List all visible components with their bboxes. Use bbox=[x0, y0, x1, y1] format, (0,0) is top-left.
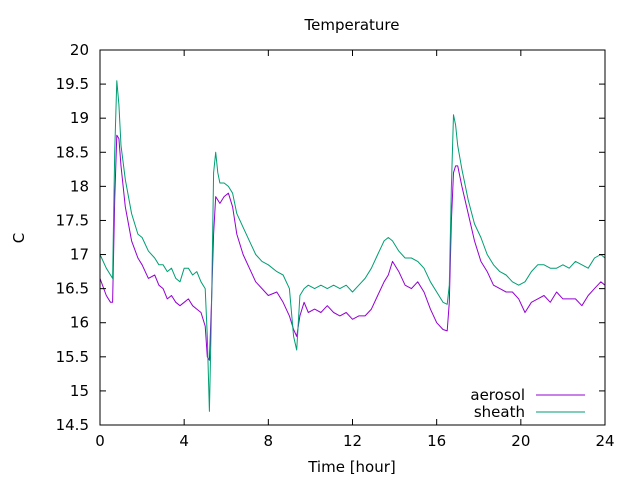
x-tick-label: 24 bbox=[595, 432, 614, 450]
x-tick-label: 16 bbox=[427, 432, 446, 450]
plot-frame bbox=[99, 49, 606, 426]
chart-title: Temperature bbox=[303, 16, 399, 34]
x-axis-label: Time [hour] bbox=[307, 458, 396, 476]
y-tick-label: 19 bbox=[70, 109, 89, 127]
series-layer bbox=[99, 80, 606, 412]
y-tick-label: 17 bbox=[70, 246, 89, 264]
y-tick-label: 18 bbox=[70, 177, 89, 195]
y-axis-label: C bbox=[10, 233, 28, 243]
legend-label-aerosol: aerosol bbox=[470, 386, 525, 404]
y-tick-label: 19.5 bbox=[56, 75, 89, 93]
x-tick-label: 4 bbox=[179, 432, 189, 450]
series-line-sheath bbox=[99, 80, 606, 412]
y-tick-label: 15 bbox=[70, 382, 89, 400]
series-line-aerosol bbox=[99, 134, 606, 361]
y-tick-label: 14.5 bbox=[56, 416, 89, 434]
x-tick-label: 0 bbox=[95, 432, 105, 450]
y-tick-label: 17.5 bbox=[56, 211, 89, 229]
y-tick-label: 15.5 bbox=[56, 348, 89, 366]
x-tick-label: 8 bbox=[264, 432, 274, 450]
y-tick-label: 16 bbox=[70, 314, 89, 332]
legend-label-sheath: sheath bbox=[474, 403, 525, 421]
x-tick-label: 20 bbox=[511, 432, 530, 450]
ticks-layer: 0 4 8 12 16 20 24 14.5 15 15.5 16 16.5 17 17.5 18 18.5 1… bbox=[56, 41, 615, 450]
y-tick-label: 20 bbox=[70, 41, 89, 59]
y-tick-label: 16.5 bbox=[56, 280, 89, 298]
y-tick-label: 18.5 bbox=[56, 143, 89, 161]
x-tick-label: 12 bbox=[343, 432, 362, 450]
